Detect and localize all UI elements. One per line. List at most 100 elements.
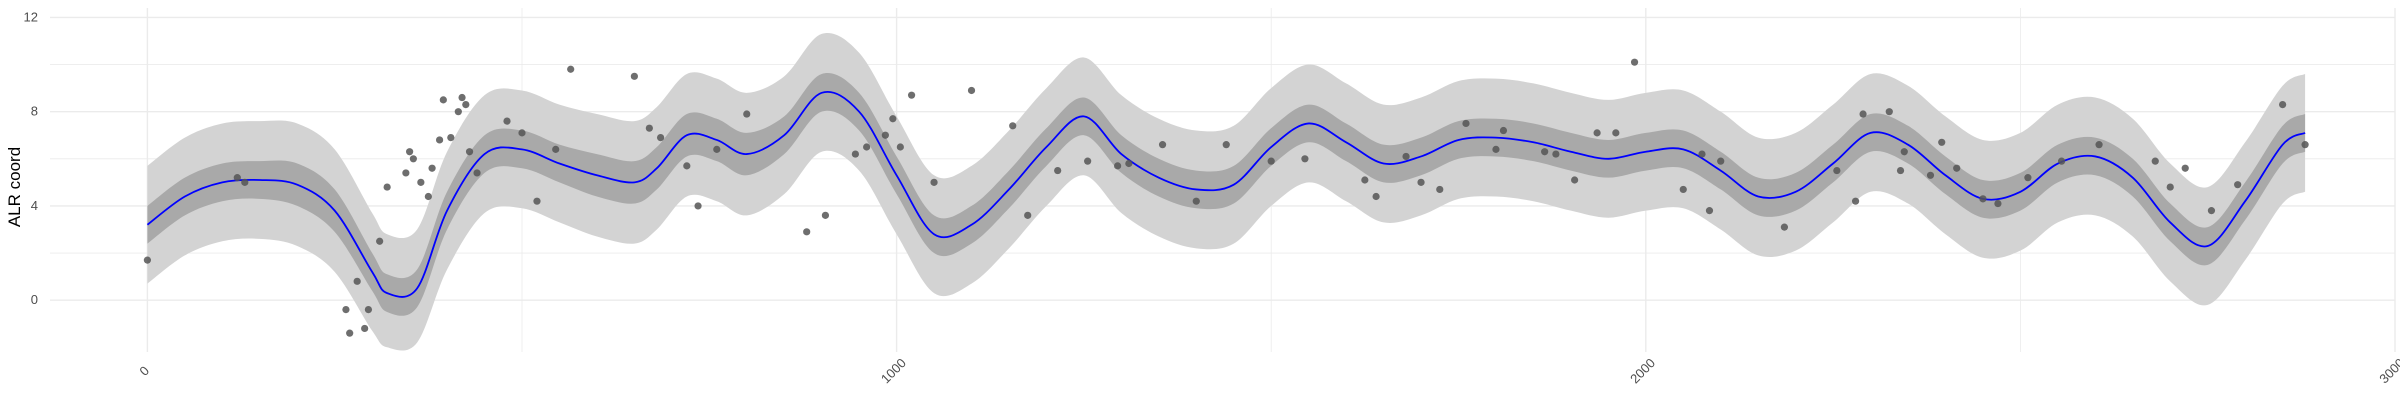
data-point xyxy=(930,178,938,186)
data-point xyxy=(645,124,653,132)
data-point xyxy=(1896,166,1905,175)
data-point xyxy=(1630,58,1639,66)
data-point xyxy=(2279,101,2287,109)
data-point xyxy=(233,174,241,182)
y-tick-label: 8 xyxy=(31,104,38,119)
data-point xyxy=(473,169,481,177)
data-point xyxy=(889,115,897,123)
band-layer xyxy=(147,32,2306,351)
data-point xyxy=(2207,207,2216,215)
data-point xyxy=(1372,192,1380,201)
x-tick-label: 3000 xyxy=(2376,355,2400,386)
data-point xyxy=(1679,185,1687,194)
inner-interval-band xyxy=(147,73,2306,316)
data-point xyxy=(533,197,541,205)
data-point xyxy=(552,145,560,153)
data-point xyxy=(1084,157,1092,165)
data-point xyxy=(1158,141,1167,149)
data-point xyxy=(1301,155,1309,163)
data-point xyxy=(1780,223,1789,231)
data-point xyxy=(967,86,976,95)
data-point xyxy=(881,131,889,139)
data-point xyxy=(1192,197,1200,205)
y-tick-label: 12 xyxy=(24,9,38,24)
line-layer xyxy=(146,91,2306,298)
data-point xyxy=(683,162,691,170)
data-point xyxy=(1979,195,1987,203)
data-point xyxy=(402,169,410,177)
data-point xyxy=(2058,157,2066,165)
x-tick-label: 1000 xyxy=(878,355,909,386)
data-point xyxy=(383,183,391,191)
data-point xyxy=(1593,129,1601,137)
y-tick-label: 4 xyxy=(31,198,38,213)
data-point xyxy=(1926,171,1935,179)
data-point xyxy=(424,192,432,201)
data-point xyxy=(1612,129,1620,137)
data-point xyxy=(376,237,384,245)
data-point xyxy=(1267,157,1275,165)
data-point xyxy=(503,117,511,125)
data-point xyxy=(1833,166,1841,175)
data-point xyxy=(439,96,447,104)
data-point xyxy=(2095,141,2103,149)
data-point xyxy=(2234,181,2242,189)
data-point xyxy=(1499,126,1508,135)
data-point xyxy=(1885,108,1893,116)
data-point xyxy=(428,164,436,172)
data-point xyxy=(2301,141,2309,149)
data-point xyxy=(2181,164,2189,172)
x-tick-label: 2000 xyxy=(1627,355,1658,386)
data-point xyxy=(1851,197,1860,205)
data-point xyxy=(1125,159,1133,168)
data-point xyxy=(454,108,462,116)
data-point xyxy=(1222,141,1230,149)
x-tick-label: 0 xyxy=(136,363,152,379)
data-point xyxy=(1552,150,1560,158)
data-point xyxy=(656,133,665,142)
y-axis-title: ALR coord xyxy=(5,147,24,227)
data-point xyxy=(1994,199,2002,208)
data-point xyxy=(409,155,417,163)
data-point xyxy=(1361,176,1369,184)
data-point xyxy=(851,150,859,158)
data-point xyxy=(694,202,702,210)
data-point xyxy=(1571,176,1579,184)
data-point xyxy=(1024,211,1032,219)
data-point xyxy=(1436,185,1444,194)
data-point xyxy=(1859,110,1867,118)
data-point xyxy=(417,178,425,186)
data-point xyxy=(458,93,466,102)
data-point xyxy=(1009,122,1017,130)
data-point xyxy=(2166,183,2174,191)
data-point xyxy=(907,91,916,99)
data-point xyxy=(1698,150,1706,158)
data-point xyxy=(342,305,350,314)
data-point xyxy=(1417,178,1425,186)
data-point xyxy=(361,324,369,333)
data-point xyxy=(743,110,751,118)
data-point xyxy=(447,133,455,142)
mean-line xyxy=(146,91,2306,298)
data-point xyxy=(465,148,474,156)
y-tick-label: 0 xyxy=(31,292,38,307)
data-point xyxy=(863,143,871,151)
data-point xyxy=(1705,207,1714,215)
point-layer xyxy=(143,58,2309,337)
data-point xyxy=(406,148,414,156)
data-point xyxy=(518,129,526,137)
data-point xyxy=(364,305,373,314)
data-point xyxy=(143,256,151,264)
data-point xyxy=(1402,152,1410,161)
data-point xyxy=(1114,162,1122,170)
data-point xyxy=(713,145,721,153)
data-point xyxy=(1938,138,1946,146)
data-point xyxy=(896,143,904,151)
data-point xyxy=(821,211,830,219)
data-point xyxy=(803,228,811,236)
data-point xyxy=(1953,164,1961,172)
data-point xyxy=(1541,148,1549,156)
data-point xyxy=(346,329,354,337)
